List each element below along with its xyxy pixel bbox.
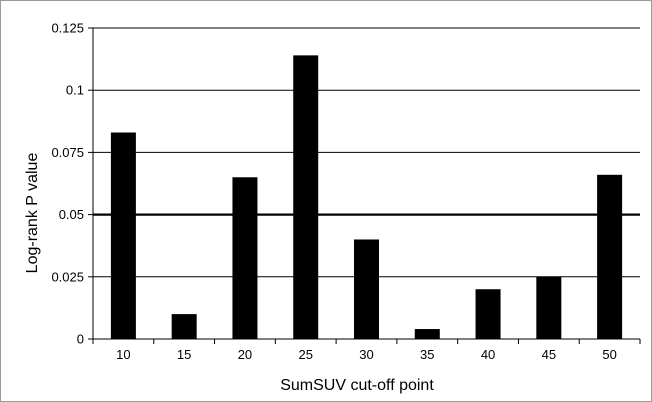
bar-20 [232, 177, 258, 339]
x-tick-label-30: 30 [359, 347, 373, 362]
x-tick-label-40: 40 [481, 347, 495, 362]
y-tick-labels: 0 0.025 0.05 0.075 0.1 0.125 [51, 21, 84, 347]
x-tick-label-35: 35 [420, 347, 434, 362]
bar-45 [536, 276, 562, 339]
x-axis-title: SumSUV cut-off point [280, 377, 434, 394]
x-tick-labels: 10 15 20 25 30 35 40 45 50 [116, 347, 617, 362]
y-tick-label-3: 0.075 [51, 145, 84, 160]
x-tick-label-10: 10 [116, 347, 130, 362]
x-tick-label-50: 50 [602, 347, 616, 362]
bar-10 [110, 132, 136, 339]
y-tick-label-4: 0.1 [66, 83, 84, 98]
y-tick-label-0: 0 [77, 332, 84, 347]
y-tick-label-5: 0.125 [51, 21, 84, 36]
x-tick-label-15: 15 [177, 347, 191, 362]
x-tick-label-20: 20 [238, 347, 252, 362]
bar-25 [293, 55, 319, 339]
y-axis-title: Log-rank P value [24, 153, 41, 274]
bar-50 [597, 174, 623, 339]
x-tick-label-45: 45 [542, 347, 556, 362]
y-tick-label-1: 0.025 [51, 269, 84, 284]
x-tick-label-25: 25 [298, 347, 312, 362]
y-tick-label-2: 0.05 [59, 207, 84, 222]
bar-15 [171, 314, 197, 339]
bar-40 [475, 289, 501, 339]
bar-35 [414, 329, 440, 339]
axes [88, 27, 641, 344]
bar-30 [354, 239, 379, 339]
bars [110, 55, 623, 339]
